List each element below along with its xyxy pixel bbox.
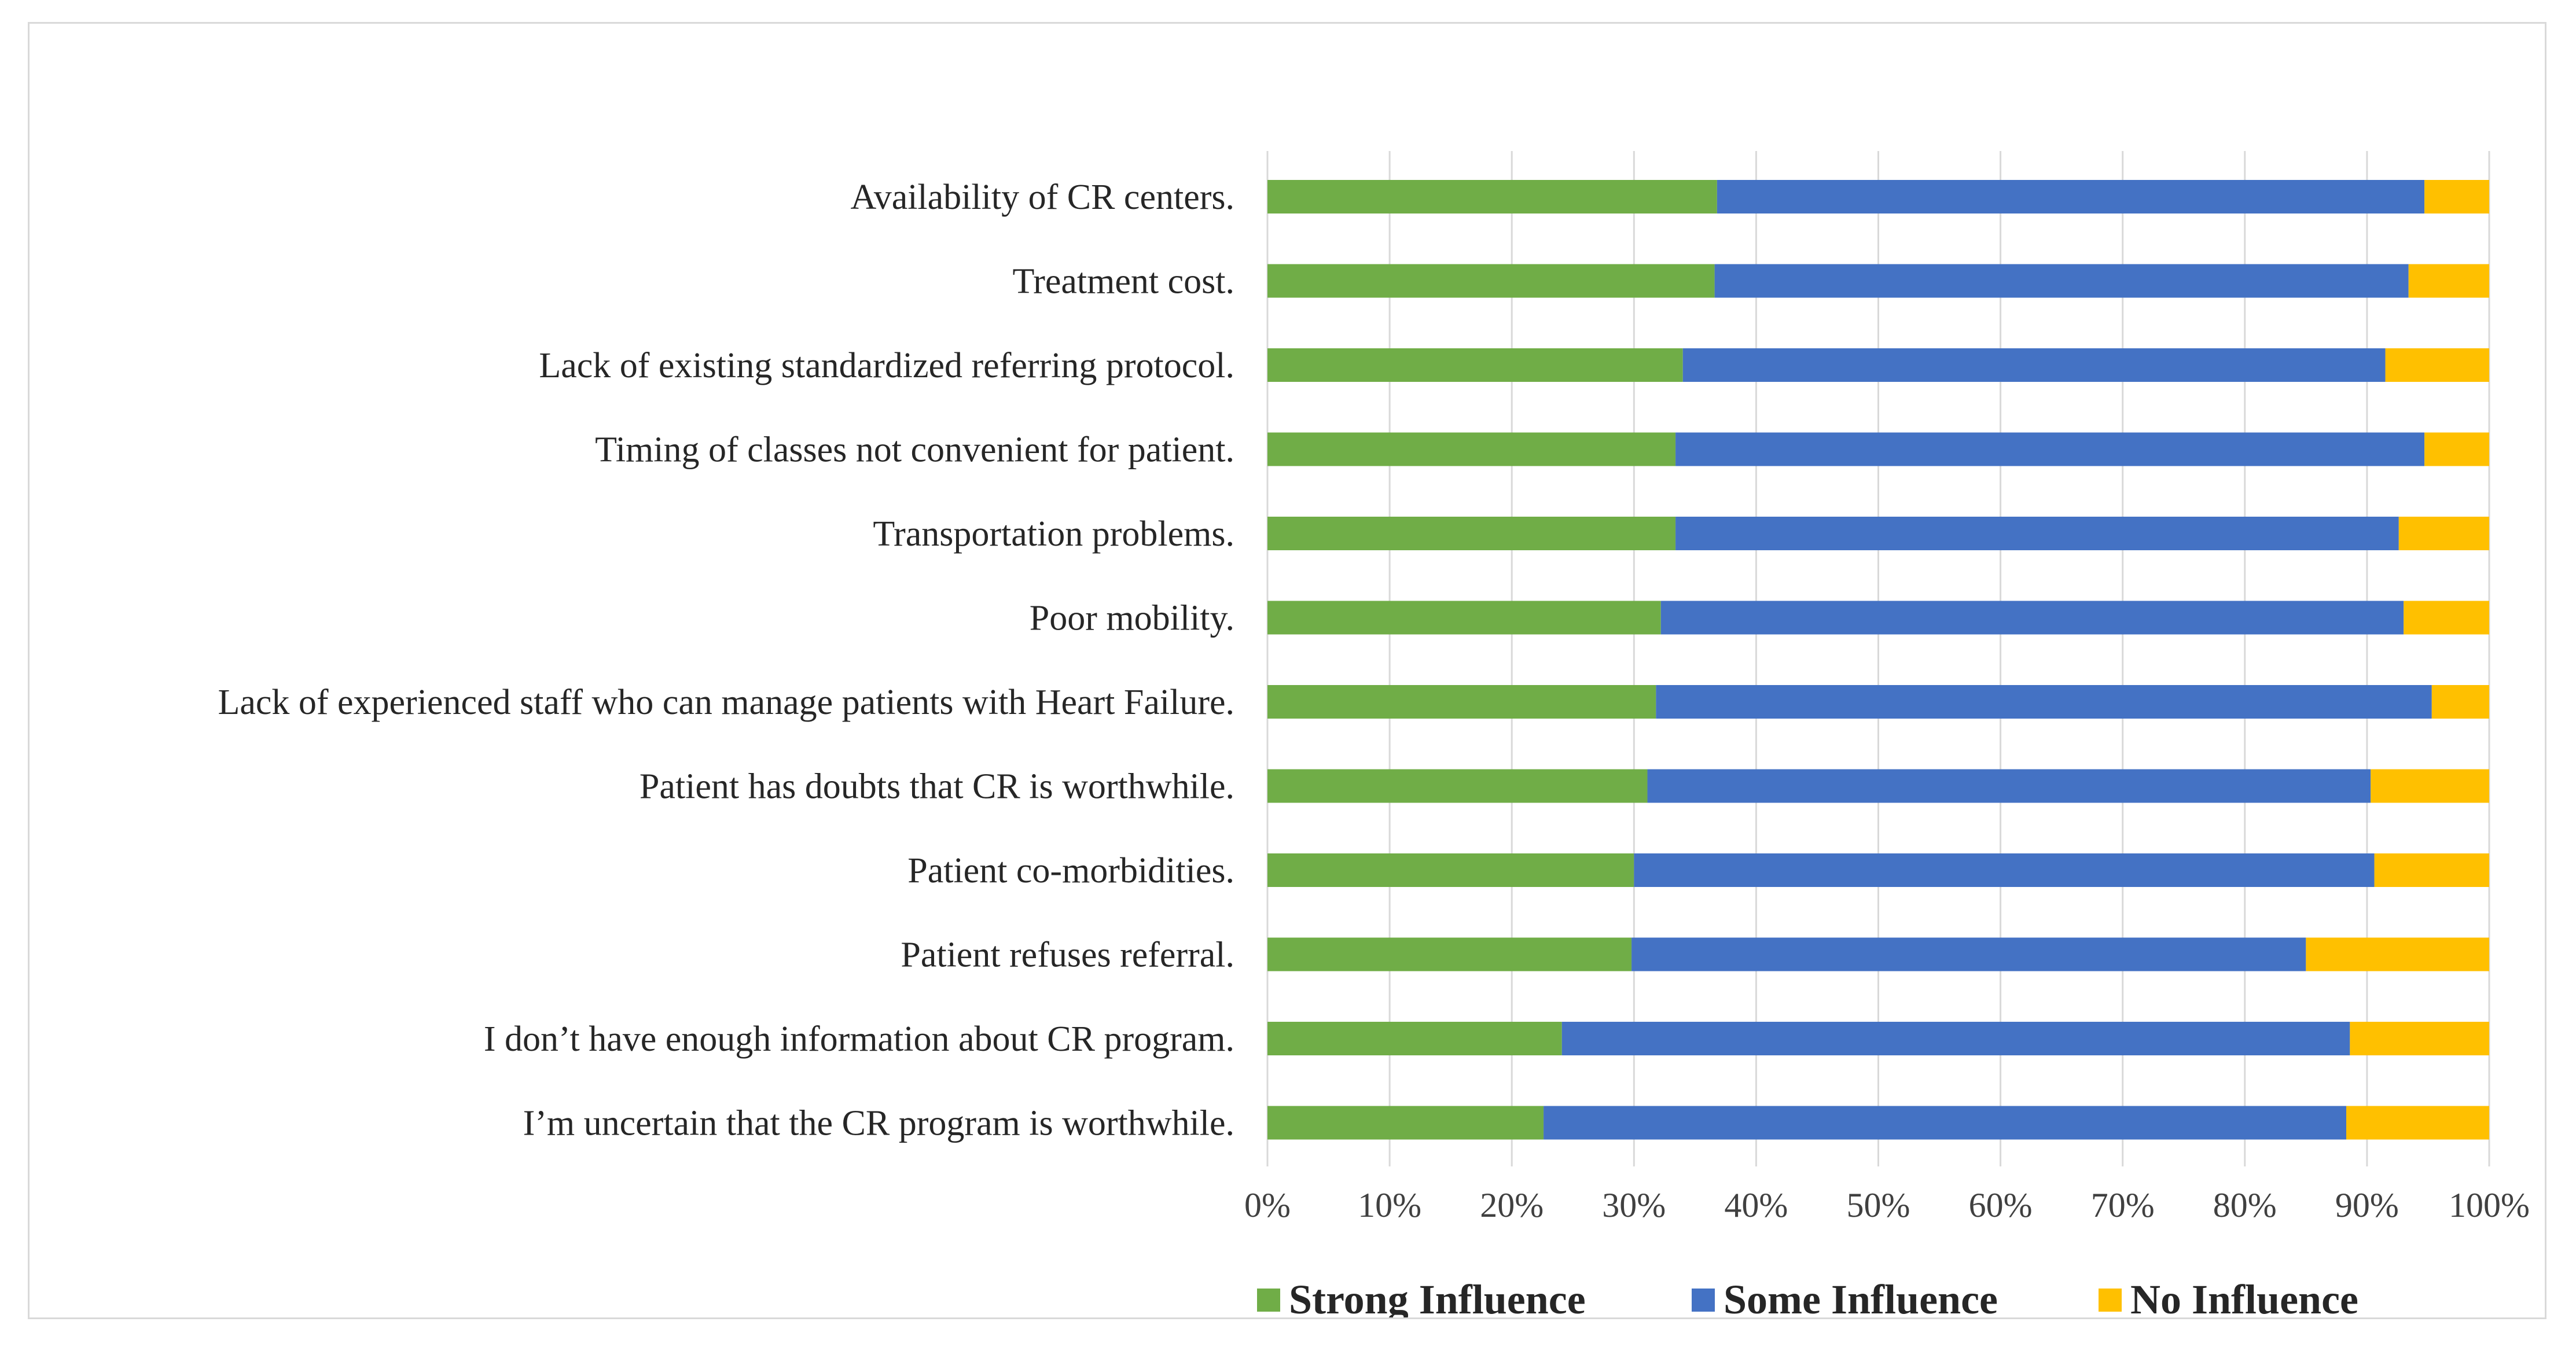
x-tick-label: 100%	[2449, 1186, 2530, 1224]
bar-segment	[1561, 1022, 2350, 1055]
category-label: Timing of classes not convenient for pat…	[595, 430, 1234, 470]
x-tick-label: 80%	[2213, 1186, 2277, 1224]
category-label: Lack of experienced staff who can manage…	[218, 683, 1234, 722]
category-labels: Availability of CR centers. Treatment cos…	[218, 178, 1234, 1143]
bar-segment	[2371, 769, 2489, 803]
bar-segment	[1544, 1106, 2347, 1140]
legend-label: Some Influence	[1724, 1276, 1998, 1317]
category-label: I’m uncertain that the CR program is wor…	[523, 1104, 1234, 1143]
bar-segment	[1631, 937, 2306, 971]
bar-segment	[1267, 180, 1717, 213]
chart-frame: Availability of CR centers. Treatment cos…	[28, 22, 2546, 1319]
bar-segment	[1267, 1106, 1544, 1140]
category-label: Poor mobility.	[1030, 599, 1234, 638]
bar-segment	[2350, 1022, 2489, 1055]
category-label: Treatment cost.	[1013, 262, 1234, 301]
bar-segment	[2306, 937, 2489, 971]
x-tick-label: 30%	[1602, 1186, 1666, 1224]
bar-segment	[1660, 601, 2404, 635]
bar-segment	[1717, 180, 2425, 213]
bar-segment	[2346, 1106, 2489, 1140]
bar-segment	[2385, 348, 2489, 382]
category-label: Patient co-morbidities.	[907, 851, 1234, 890]
bar-segment	[1675, 517, 2399, 550]
bar-segment	[1267, 937, 1632, 971]
bar-segment	[2424, 180, 2489, 213]
x-tick-label: 70%	[2091, 1186, 2155, 1224]
category-label: Lack of existing standardized referring …	[539, 346, 1234, 385]
category-label: Availability of CR centers.	[851, 178, 1234, 217]
stacked-bar-chart: Availability of CR centers. Treatment cos…	[218, 151, 2530, 1317]
bar-segment	[1267, 432, 1676, 466]
category-label: Transportation problems.	[873, 514, 1234, 554]
legend-label: Strong Influence	[1289, 1276, 1586, 1317]
x-axis-ticks: 0% 10% 20% 30% 40% 50% 60% 70% 80% 90% 100%	[1244, 1186, 2530, 1224]
legend-label: No Influence	[2130, 1276, 2358, 1317]
bar-segment	[1267, 348, 1683, 382]
category-label: Patient has doubts that CR is worthwhile…	[640, 767, 1234, 807]
bar-segment	[1656, 685, 2432, 719]
x-tick-label: 90%	[2335, 1186, 2399, 1224]
bar-segment	[2424, 432, 2489, 466]
category-label: I don’t have enough information about CR…	[484, 1019, 1234, 1059]
x-tick-label: 20%	[1480, 1186, 1544, 1224]
legend-swatch	[2099, 1289, 2122, 1312]
legend: Strong Influence Some Influence No Influen…	[1257, 1276, 2358, 1317]
x-tick-label: 60%	[1969, 1186, 2033, 1224]
bar-segment	[1682, 348, 2386, 382]
legend-swatch	[1257, 1289, 1280, 1312]
bar-segment	[1647, 769, 2371, 803]
bar-segment	[1267, 601, 1661, 635]
bar-segment	[2404, 601, 2489, 635]
bar-segment	[1267, 853, 1634, 887]
x-tick-label: 0%	[1244, 1186, 1291, 1224]
bar-segment	[1267, 685, 1656, 719]
bar-segment	[1675, 432, 2425, 466]
x-tick-label: 50%	[1847, 1186, 1910, 1224]
legend-swatch	[1692, 1289, 1715, 1312]
bar-segment	[1267, 264, 1715, 298]
bars	[1267, 180, 2489, 1140]
bar-segment	[1714, 264, 2409, 298]
bar-segment	[1267, 769, 1648, 803]
gridlines	[1266, 151, 2490, 1166]
bar-segment	[2408, 264, 2489, 298]
bar-segment	[1267, 517, 1676, 550]
bar-segment	[1267, 1022, 1562, 1055]
bar-segment	[1634, 853, 2375, 887]
x-tick-label: 40%	[1724, 1186, 1788, 1224]
bar-segment	[2374, 853, 2489, 887]
bar-segment	[2398, 517, 2489, 550]
category-label: Patient refuses referral.	[901, 936, 1234, 975]
x-tick-label: 10%	[1358, 1186, 1421, 1224]
bar-segment	[2431, 685, 2489, 719]
